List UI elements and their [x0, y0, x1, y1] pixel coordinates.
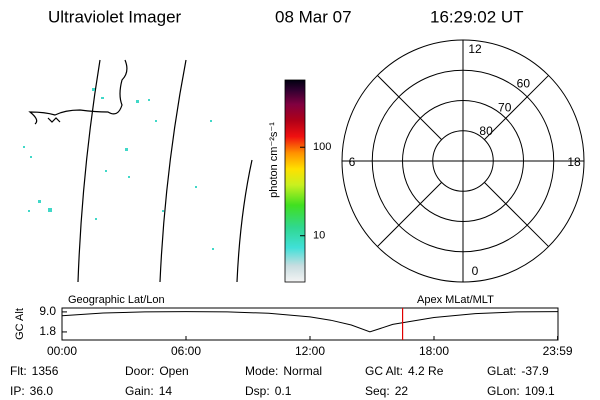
polar-plot: 80 70 60 0 6 12 18: [341, 39, 585, 283]
y-tick-label: 1.8: [39, 324, 56, 338]
field-value: 36.0: [30, 384, 54, 398]
lat-label: 70: [498, 100, 512, 114]
lat-label: 80: [479, 124, 493, 138]
lat-label: 60: [517, 77, 531, 91]
field-value: Open: [159, 364, 188, 378]
footer-item: Gain: 14: [125, 384, 172, 398]
field-label: IP:: [10, 384, 25, 398]
time: 16:29:02 UT: [430, 7, 524, 26]
field-label: Gain:: [125, 384, 154, 398]
field-value: 109.1: [525, 384, 555, 398]
field-value: 4.2 Re: [408, 364, 444, 378]
x-tick-label: 00:00: [47, 344, 77, 358]
mlt-label: 18: [567, 155, 581, 169]
footer-item: Mode: Normal: [245, 364, 322, 378]
date: 08 Mar 07: [275, 7, 352, 26]
colorbar-tick-label: 10: [313, 230, 325, 242]
map-label: Geographic Lat/Lon: [68, 294, 165, 306]
auroral-specks: [23, 88, 214, 250]
title: Ultraviolet Imager: [48, 7, 182, 26]
polar-diagonal: [484, 75, 549, 140]
mlt-label: 0: [472, 264, 479, 278]
field-label: Flt:: [10, 364, 27, 378]
field-label: GC Alt:: [365, 364, 403, 378]
field-value: -37.9: [521, 364, 549, 378]
polar-diagonal: [377, 75, 442, 140]
colorbar: [284, 79, 306, 283]
alt-ylabel: GC Alt: [14, 308, 26, 340]
x-tick-label: 12:00: [295, 344, 325, 358]
colorbar-label: photon cm⁻²s⁻¹: [268, 122, 280, 198]
x-tick-label: 06:00: [171, 344, 201, 358]
field-value: 0.1: [275, 384, 292, 398]
field-value: Normal: [283, 364, 322, 378]
colorbar-tick-label: 100: [313, 141, 331, 153]
footer-item: Flt: 1356: [10, 364, 59, 378]
field-value: 1356: [32, 364, 59, 378]
geo-map: [28, 59, 253, 283]
y-tick-label: 9.0: [39, 304, 56, 318]
field-label: GLat:: [487, 364, 516, 378]
field-label: Seq:: [365, 384, 390, 398]
field-label: Mode:: [245, 364, 278, 378]
footer-item: IP: 36.0: [10, 384, 53, 398]
footer-item: Seq: 22: [365, 384, 408, 398]
field-label: Dsp:: [245, 384, 270, 398]
footer-item: GLat: -37.9: [487, 364, 549, 378]
x-tick-label: 18:00: [419, 344, 449, 358]
mlt-label: 6: [349, 155, 356, 169]
altitude-curve: [61, 311, 558, 333]
footer-item: GC Alt: 4.2 Re: [365, 364, 444, 378]
polar-diagonal: [377, 182, 442, 247]
field-label: Door:: [125, 364, 154, 378]
field-value: 22: [395, 384, 409, 398]
polar-label: Apex MLat/MLT: [417, 294, 494, 306]
footer-item: Dsp: 0.1: [245, 384, 292, 398]
field-label: GLon:: [487, 384, 520, 398]
footer-item: GLon: 109.1: [487, 384, 555, 398]
footer-item: Door: Open: [125, 364, 189, 378]
field-value: 14: [159, 384, 173, 398]
x-tick-label: 23:59: [543, 344, 573, 358]
polar-diagonal: [484, 182, 549, 247]
mlt-label: 12: [468, 42, 482, 56]
